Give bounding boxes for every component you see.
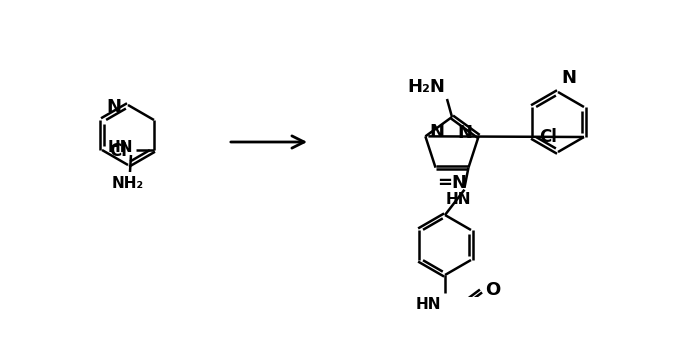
Text: N: N: [429, 123, 444, 141]
Text: HN: HN: [108, 141, 133, 155]
Text: N: N: [561, 69, 576, 87]
Text: Cl: Cl: [109, 142, 127, 160]
Text: HN: HN: [416, 297, 441, 312]
Text: HN: HN: [446, 192, 471, 207]
Text: Cl: Cl: [539, 128, 557, 146]
Text: =N: =N: [438, 174, 468, 192]
Text: NH₂: NH₂: [112, 176, 144, 191]
Text: N: N: [458, 124, 472, 142]
Text: N: N: [106, 98, 121, 116]
Text: O: O: [485, 281, 500, 299]
Text: H₂N: H₂N: [407, 78, 445, 96]
